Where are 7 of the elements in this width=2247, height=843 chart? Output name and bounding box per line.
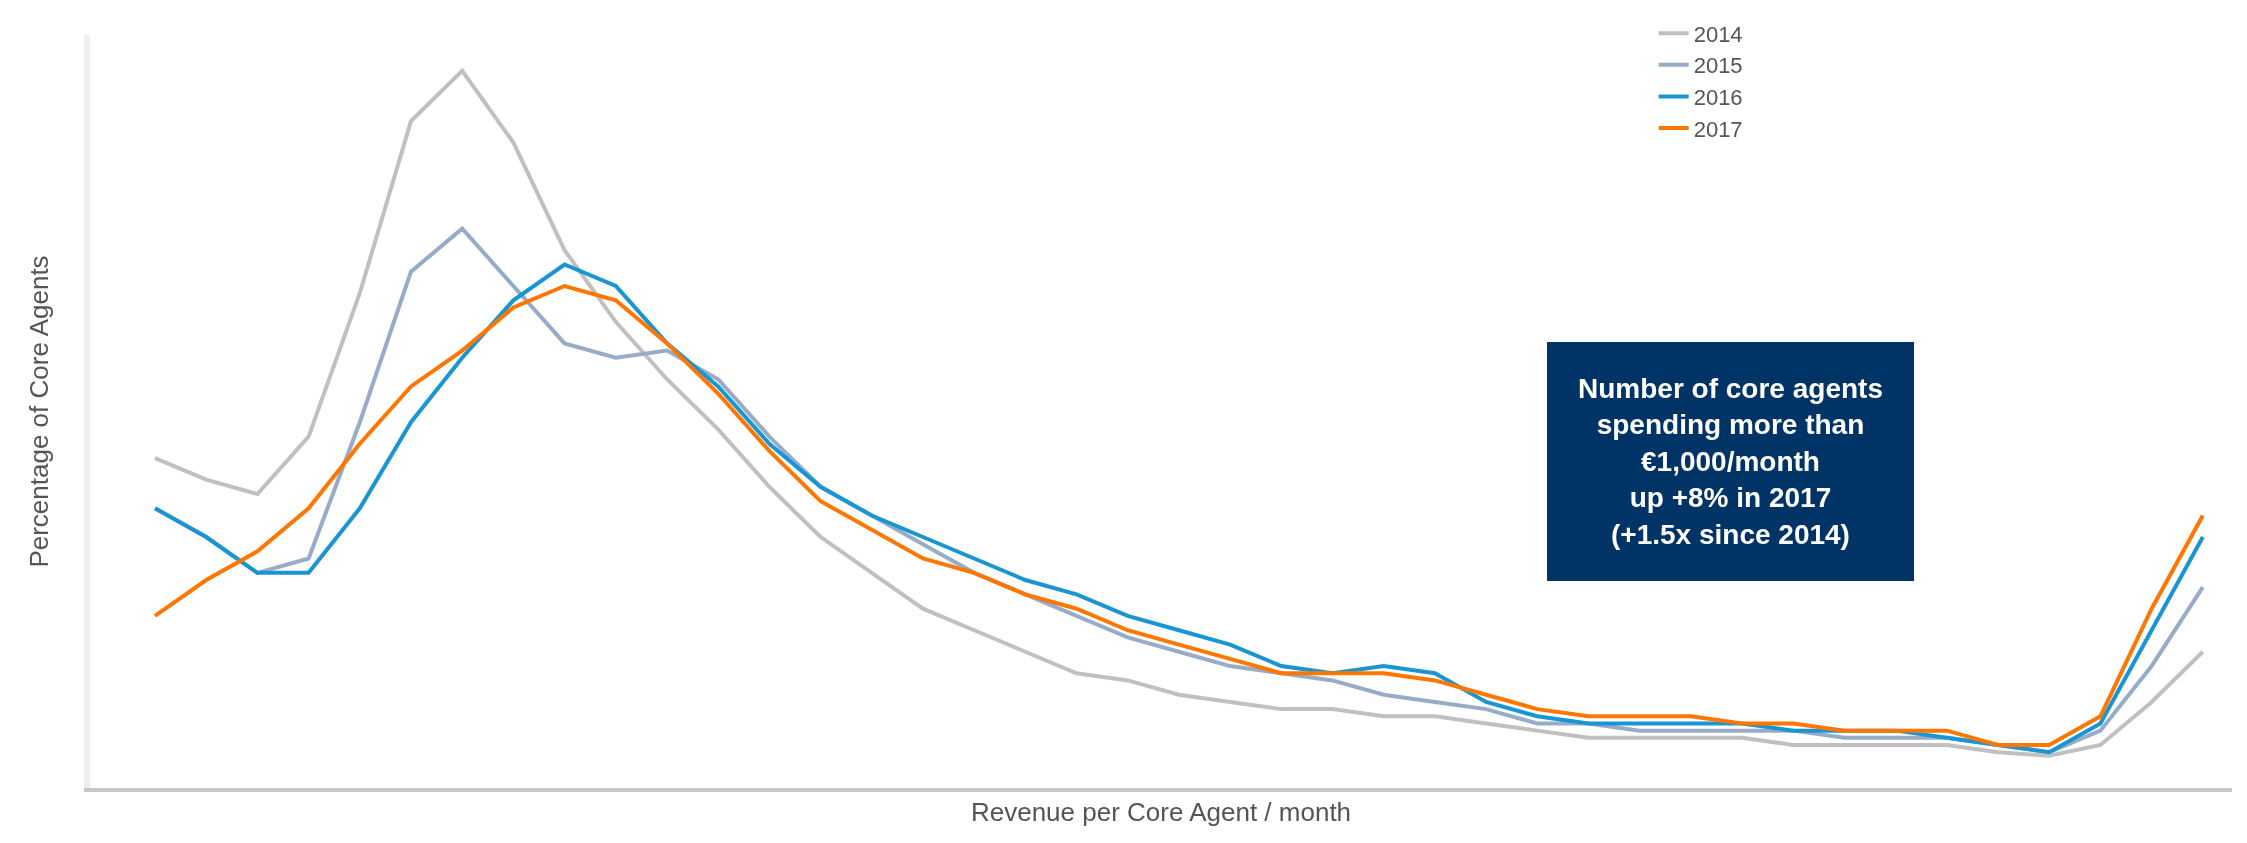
legend-label: 2014 bbox=[1693, 21, 1743, 47]
legend-label: 2017 bbox=[1693, 116, 1743, 142]
legend-label: 2016 bbox=[1693, 84, 1743, 110]
x-axis-title: Revenue per Core Agent / month bbox=[970, 796, 1352, 827]
annotation: Number of core agents spending more than €1,000/month up +8% in 2017 (+1.5x since 2014) bbox=[1578, 373, 1883, 550]
y-axis-title: Percentage of Core Agents bbox=[23, 255, 54, 568]
legend-label: 2015 bbox=[1693, 53, 1743, 79]
